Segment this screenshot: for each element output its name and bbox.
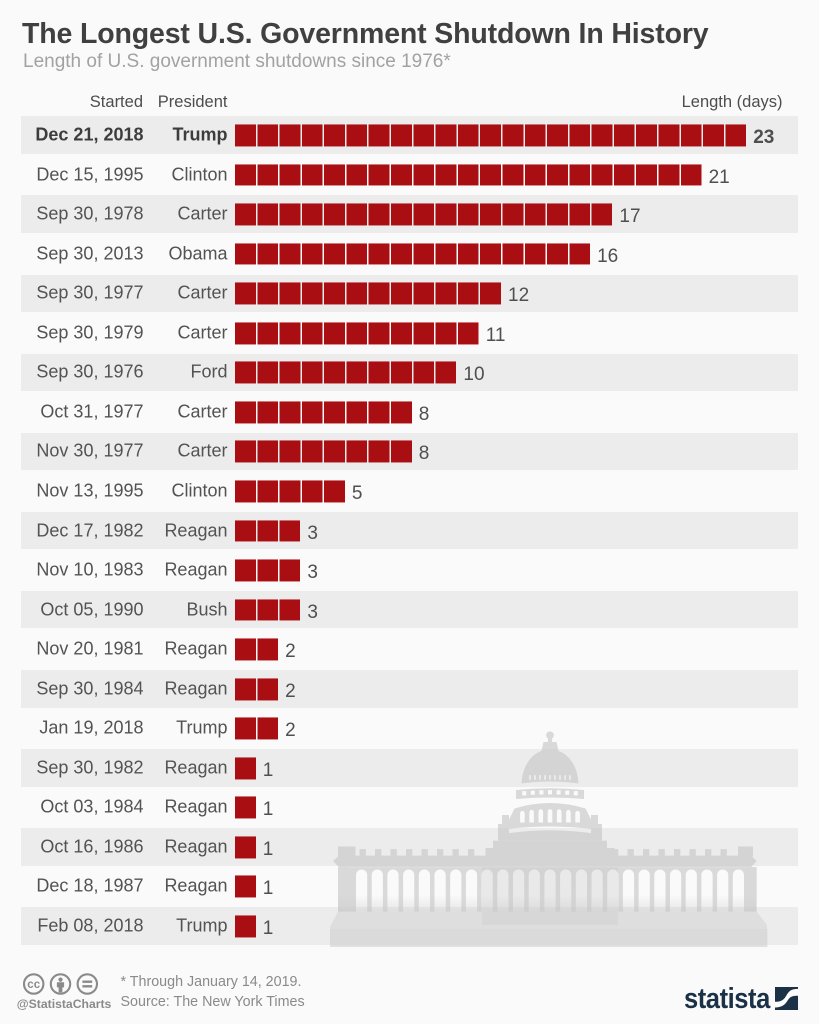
svg-text:cc: cc <box>27 978 40 990</box>
